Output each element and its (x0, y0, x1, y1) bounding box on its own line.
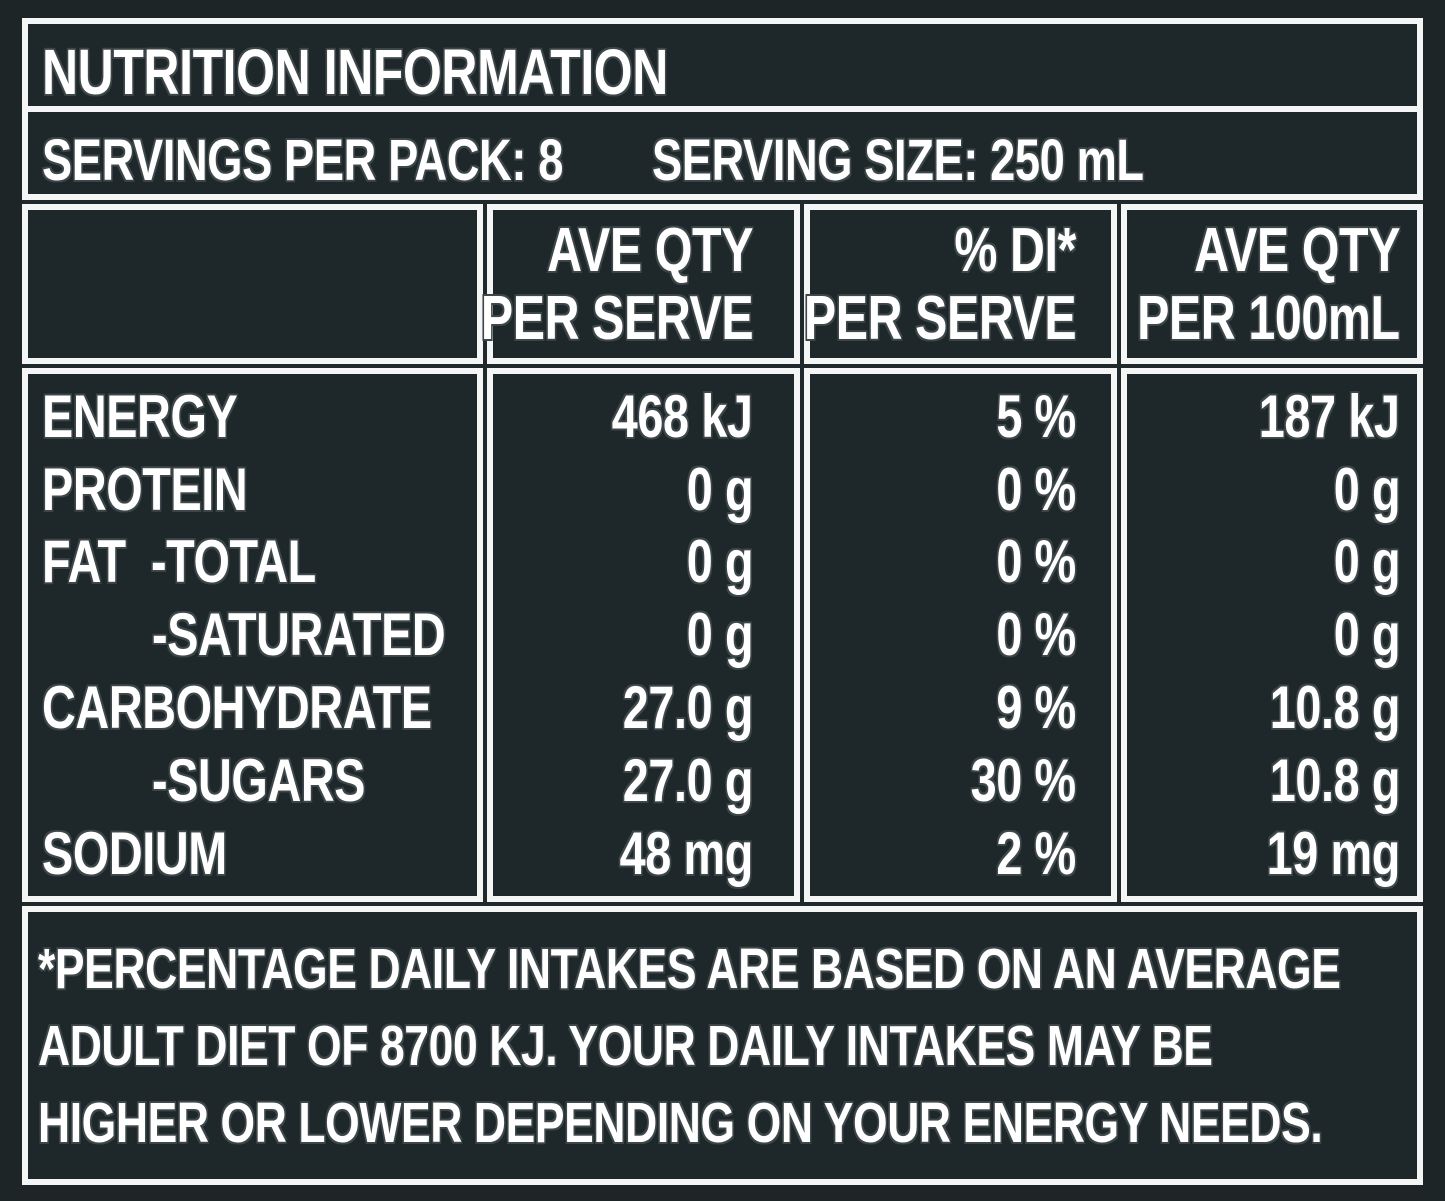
sodium-di: 2 % (996, 820, 1077, 887)
energy-per-serve: 468 kJ (612, 383, 753, 450)
nutrient-label-protein: PROTEIN (42, 456, 248, 523)
fat-total-di: 0 % (996, 528, 1077, 595)
saturated-per-100ml: 0 g (1333, 601, 1401, 668)
carbohydrate-per-serve: 27.0 g (622, 674, 754, 741)
sodium-per-100ml: 19 mg (1266, 820, 1401, 887)
footnote-line: ADULT DIET OF 8700 KJ. YOUR DAILY INTAKE… (38, 1014, 1213, 1078)
energy-per-100ml: 187 kJ (1259, 383, 1400, 450)
carbohydrate-di: 9 % (996, 674, 1077, 741)
protein-di: 0 % (996, 456, 1077, 523)
per-serve-column (487, 368, 800, 902)
servings-box (22, 106, 1423, 200)
title-box (22, 18, 1423, 112)
column-header-line1: % DI* (954, 216, 1076, 285)
fat-total-per-serve: 0 g (686, 528, 754, 595)
per-100ml-column (1121, 368, 1423, 902)
column-header-line2: PER SERVE (803, 284, 1077, 353)
sodium-per-serve: 48 mg (619, 820, 754, 887)
protein-per-100ml: 0 g (1333, 456, 1401, 523)
nutrient-label-sugars: -SUGARS (152, 747, 366, 814)
servings-per-pack: SERVINGS PER PACK: 8 (42, 128, 563, 193)
nutrient-label-sodium: SODIUM (42, 820, 227, 887)
protein-per-serve: 0 g (686, 456, 754, 523)
nutrient-label-energy: ENERGY (42, 383, 238, 450)
di-column (804, 368, 1117, 902)
header-cell-per-100 (1121, 204, 1423, 364)
footnote-line: HIGHER OR LOWER DEPENDING ON YOUR ENERGY… (38, 1091, 1323, 1155)
column-header-line2: PER SERVE (480, 284, 754, 353)
header-label-cell (22, 204, 483, 364)
footnote-line: *PERCENTAGE DAILY INTAKES ARE BASED ON A… (38, 937, 1341, 1001)
panel-title: NUTRITION INFORMATION (42, 36, 668, 108)
sugars-per-serve: 27.0 g (622, 747, 754, 814)
column-header-line1: AVE QTY (547, 216, 753, 285)
nutrient-label-saturated: -SATURATED (152, 601, 446, 668)
header-cell-per-serve (487, 204, 800, 364)
sugars-di: 30 % (970, 747, 1077, 814)
carbohydrate-per-100ml: 10.8 g (1269, 674, 1401, 741)
fat-total-per-100ml: 0 g (1333, 528, 1401, 595)
header-cell-di (804, 204, 1117, 364)
column-header-line2: PER 100mL (1137, 284, 1400, 353)
saturated-per-serve: 0 g (686, 601, 754, 668)
saturated-di: 0 % (996, 601, 1077, 668)
serving-size: SERVING SIZE: 250 mL (652, 128, 1144, 193)
sugars-per-100ml: 10.8 g (1269, 747, 1401, 814)
nutrient-label-fat-total: FAT -TOTAL (42, 528, 316, 595)
nutrient-label-column (22, 368, 483, 902)
footnote-box (22, 906, 1423, 1185)
column-header-line1: AVE QTY (1194, 216, 1400, 285)
nutrient-label-carbohydrate: CARBOHYDRATE (42, 674, 432, 741)
energy-di: 5 % (996, 383, 1077, 450)
